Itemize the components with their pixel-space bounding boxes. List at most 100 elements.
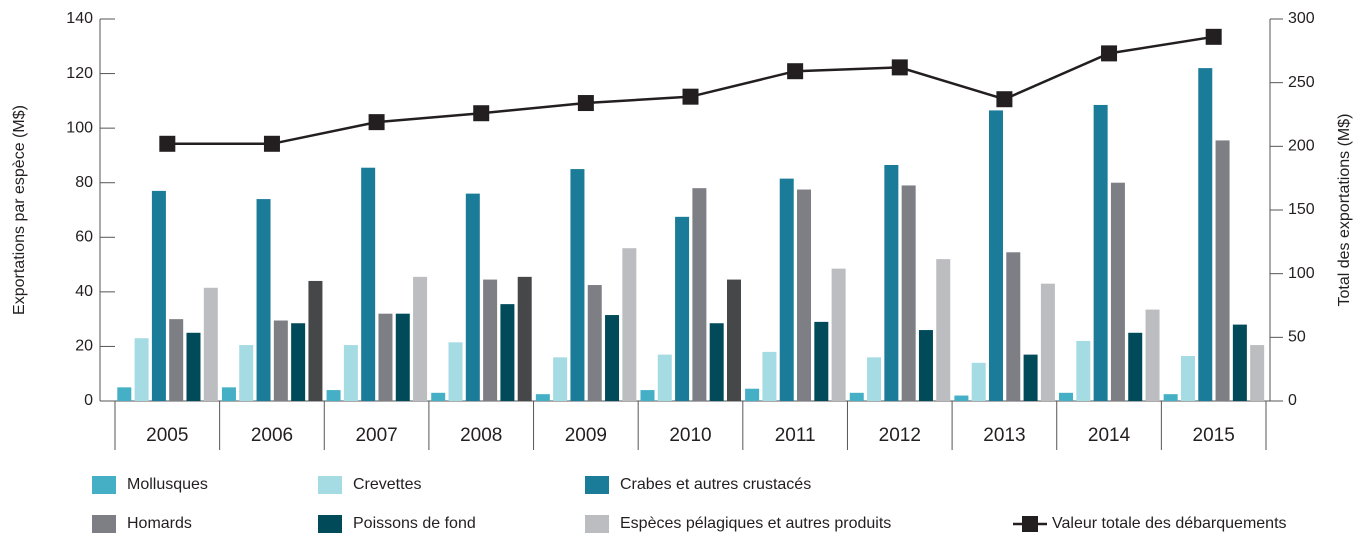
legend-swatch — [92, 515, 116, 533]
bar — [343, 345, 358, 401]
legend-label: Valeur totale des débarquements — [1052, 515, 1287, 532]
bar — [587, 285, 602, 401]
bar — [535, 394, 550, 401]
bar — [1180, 355, 1195, 401]
bar — [169, 319, 184, 401]
bar — [413, 276, 428, 401]
bar — [1145, 309, 1160, 401]
line-marker — [159, 135, 176, 152]
bar — [657, 354, 672, 401]
legend-swatch — [318, 515, 342, 533]
bar — [1250, 345, 1265, 401]
y-tick-label: 20 — [75, 338, 93, 355]
bar — [151, 190, 166, 401]
x-tick-label: 2008 — [460, 425, 502, 446]
legend-marker — [1022, 516, 1038, 532]
bar — [605, 315, 620, 401]
bar — [745, 388, 760, 401]
bar — [640, 390, 655, 401]
y2-axis-label: Total des exportations (M$) — [1336, 114, 1353, 307]
bar — [692, 188, 707, 401]
y-tick-label: 140 — [66, 10, 93, 27]
bar — [1093, 104, 1108, 401]
bar — [465, 193, 480, 401]
bar — [273, 320, 288, 401]
y-tick-label: 40 — [75, 283, 93, 300]
bar — [1006, 252, 1021, 401]
bar — [779, 178, 794, 401]
bar — [395, 313, 410, 401]
bar — [936, 259, 951, 401]
y-tick-label: 0 — [84, 392, 93, 409]
bar — [448, 342, 463, 401]
bar — [239, 345, 254, 401]
bar — [867, 357, 882, 401]
bar — [1023, 354, 1038, 401]
bar — [1232, 324, 1247, 401]
bar — [954, 395, 969, 401]
line-marker — [891, 59, 908, 76]
x-tick-label: 2007 — [355, 425, 397, 446]
bar — [361, 167, 376, 401]
bar — [1110, 182, 1125, 401]
bar — [1163, 394, 1178, 401]
legend-swatch — [585, 476, 609, 494]
y2-tick-label: 100 — [1288, 265, 1315, 282]
bar — [517, 276, 532, 401]
line-marker — [473, 105, 490, 122]
y-tick-label: 100 — [66, 119, 93, 136]
legend-label: Mollusques — [127, 476, 208, 493]
bar — [291, 323, 306, 401]
line-marker — [263, 135, 280, 152]
x-tick-label: 2009 — [565, 425, 607, 446]
line-marker — [787, 63, 804, 80]
bar — [726, 279, 741, 401]
legend-label: Crabes et autres crustacés — [620, 476, 811, 493]
bar — [622, 248, 637, 401]
bar — [570, 169, 585, 401]
line-marker — [577, 95, 594, 112]
legend-label: Crevettes — [353, 476, 421, 493]
bar — [675, 216, 690, 401]
bar — [709, 323, 724, 401]
bar — [1076, 340, 1091, 401]
x-tick-label: 2011 — [775, 425, 816, 446]
legend-label: Espèces pélagiques et autres produits — [620, 515, 891, 532]
bar — [134, 338, 149, 401]
legend-label: Poissons de fond — [353, 515, 476, 532]
bar — [884, 164, 899, 401]
y2-tick-label: 250 — [1288, 74, 1315, 91]
bar — [988, 110, 1003, 402]
bar — [203, 287, 218, 401]
legend-swatch — [585, 515, 609, 533]
x-tick-label: 2012 — [879, 425, 921, 446]
y2-tick-label: 50 — [1288, 329, 1306, 346]
y-axis-label: Exportations par espèce (M$) — [11, 105, 28, 315]
legend-swatch — [318, 476, 342, 494]
bar — [326, 390, 341, 401]
bar — [814, 321, 829, 401]
x-tick-label: 2013 — [983, 425, 1025, 446]
x-tick-label: 2015 — [1193, 425, 1235, 446]
line-marker — [1205, 28, 1222, 45]
bar — [849, 392, 864, 401]
line-marker — [682, 88, 699, 105]
y-tick-label: 120 — [66, 65, 93, 82]
legend-swatch — [92, 476, 116, 494]
bar — [971, 362, 986, 401]
bar — [117, 387, 132, 401]
bar — [378, 313, 393, 401]
x-tick-label: 2014 — [1088, 425, 1131, 446]
y2-tick-label: 300 — [1288, 10, 1315, 27]
line-marker — [1101, 45, 1118, 62]
bar — [762, 351, 777, 401]
bar — [221, 387, 236, 401]
bar — [256, 199, 271, 401]
y-tick-label: 60 — [75, 229, 93, 246]
bar — [901, 185, 916, 401]
y2-tick-label: 150 — [1288, 201, 1315, 218]
bar — [1040, 283, 1055, 401]
bar — [1128, 332, 1143, 401]
bar — [918, 330, 933, 401]
